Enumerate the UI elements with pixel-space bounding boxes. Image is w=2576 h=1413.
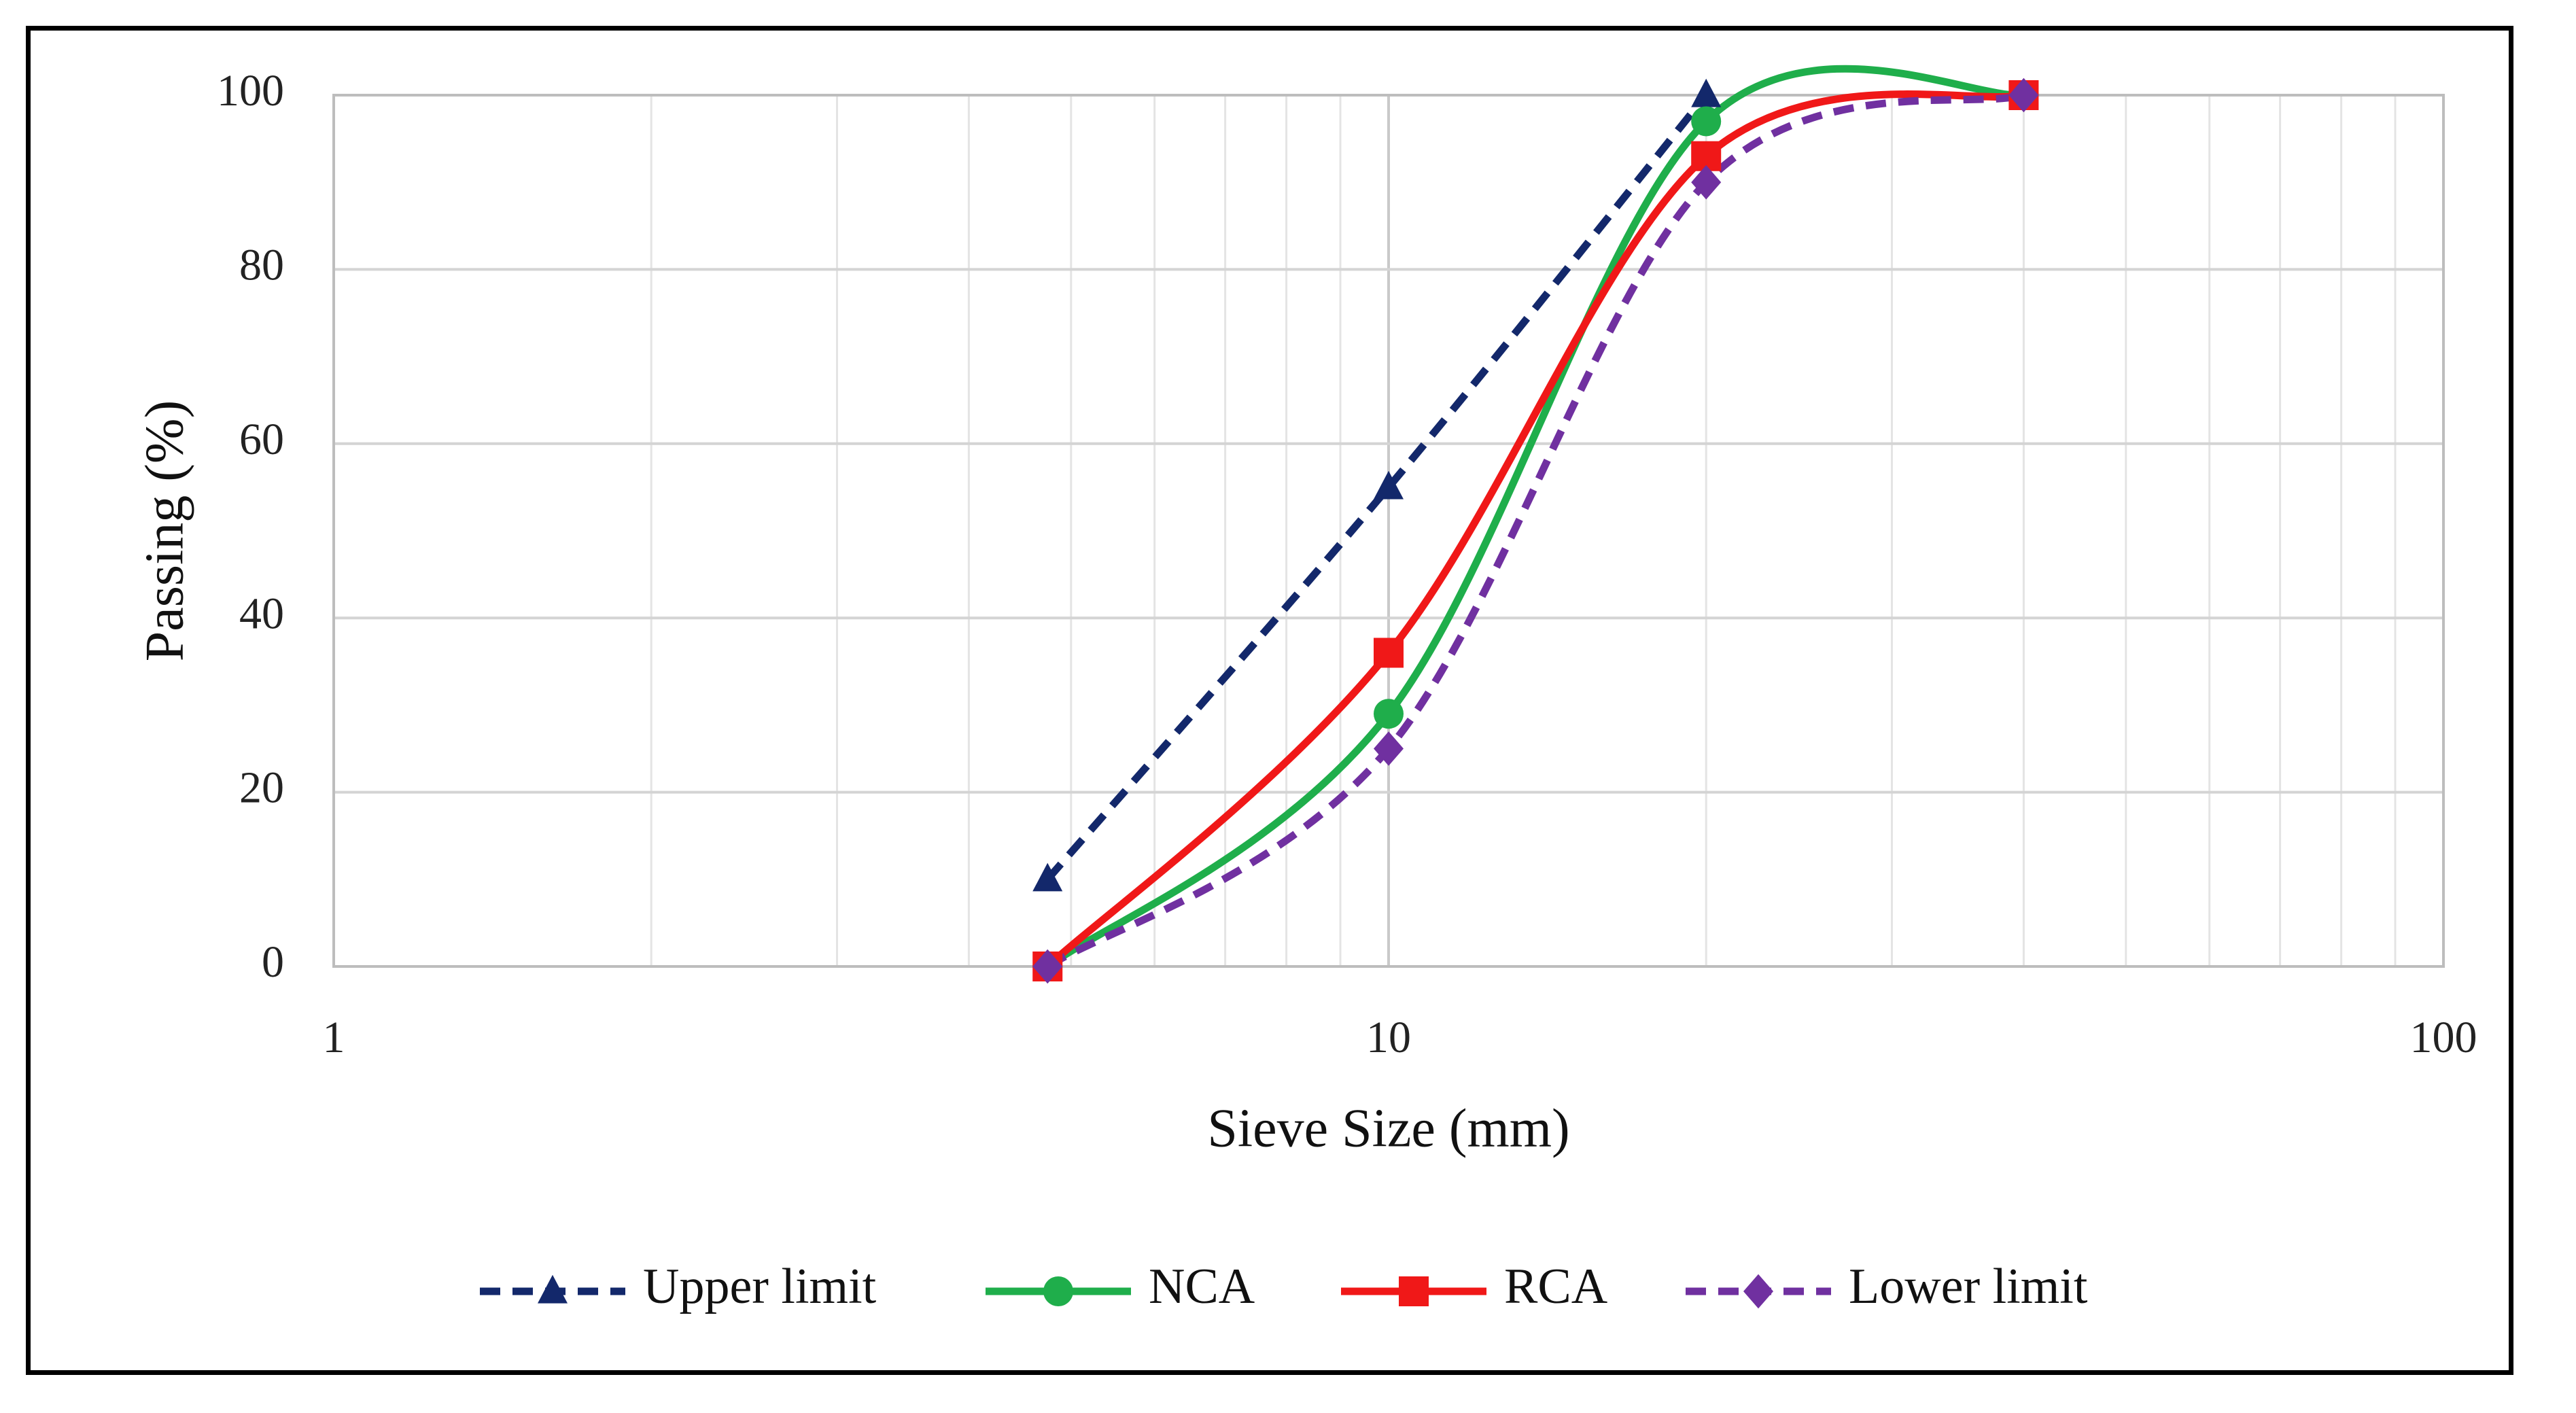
data-point bbox=[2008, 77, 2039, 113]
x-axis-title: Sieve Size (mm) bbox=[1207, 1098, 1569, 1158]
series-line bbox=[1045, 90, 2025, 969]
legend-marker bbox=[1399, 1276, 1429, 1306]
data-point bbox=[1691, 164, 1722, 200]
data-point bbox=[1691, 78, 1722, 107]
x-tick-label: 10 bbox=[1366, 1013, 1411, 1062]
y-tick-label: 100 bbox=[217, 66, 284, 116]
series-line bbox=[1045, 91, 2025, 969]
series-group bbox=[1045, 65, 2025, 969]
grid-minor bbox=[650, 95, 2397, 966]
grid-major bbox=[332, 94, 2445, 968]
legend-label: NCA bbox=[1149, 1259, 1255, 1314]
data-point bbox=[1691, 106, 1722, 137]
data-point bbox=[1374, 699, 1404, 729]
y-tick-label: 20 bbox=[239, 763, 284, 813]
data-point bbox=[1374, 638, 1404, 668]
data-point bbox=[1032, 949, 1063, 984]
legend-marker bbox=[538, 1274, 568, 1304]
y-tick-label: 40 bbox=[239, 589, 284, 638]
y-tick-label: 60 bbox=[239, 415, 284, 464]
legend: Upper limit NCA RCA Lower limit bbox=[480, 1259, 2088, 1314]
legend-label: Upper limit bbox=[643, 1259, 877, 1314]
x-tick-label: 100 bbox=[2410, 1013, 2477, 1062]
markers-group bbox=[1032, 77, 2039, 984]
plot-area-border bbox=[332, 94, 2445, 968]
legend-marker bbox=[1743, 1274, 1773, 1309]
y-tick-label: 0 bbox=[262, 937, 284, 987]
chart-frame bbox=[26, 26, 2513, 1375]
y-tick-label: 80 bbox=[239, 241, 284, 290]
x-tick-label: 1 bbox=[323, 1013, 345, 1062]
data-point bbox=[1374, 470, 1404, 500]
legend-label: Lower limit bbox=[1849, 1259, 2088, 1314]
series-line bbox=[1045, 65, 2024, 969]
y-axis-title: Passing (%) bbox=[135, 400, 194, 661]
data-point bbox=[1374, 731, 1404, 766]
legend-marker bbox=[1043, 1276, 1073, 1306]
y-tick-labels: 0 20 40 60 80 100 bbox=[217, 66, 284, 987]
x-tick-labels: 1 10 100 bbox=[323, 1013, 2477, 1062]
data-point bbox=[1032, 862, 1063, 892]
series-line bbox=[1045, 92, 1709, 882]
legend-label: RCA bbox=[1504, 1259, 1607, 1314]
